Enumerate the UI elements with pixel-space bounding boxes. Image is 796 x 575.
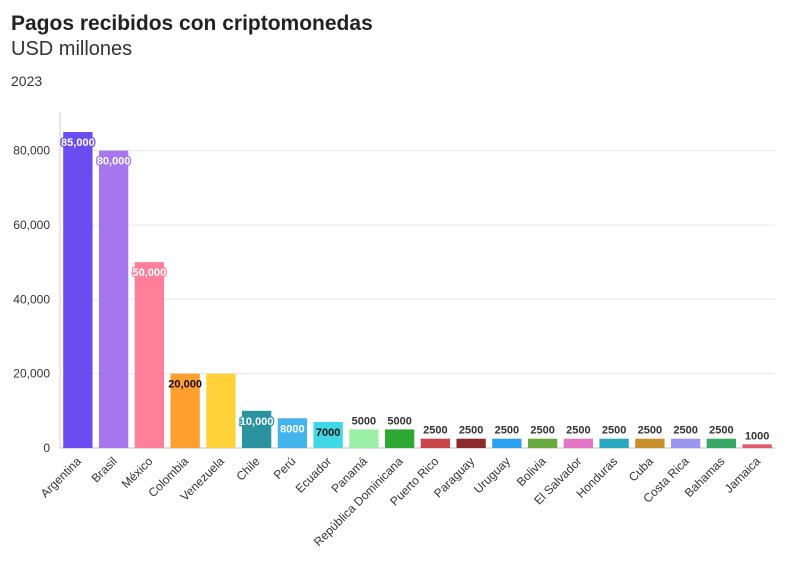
bar bbox=[492, 438, 522, 448]
data-label: 2500 bbox=[602, 425, 626, 437]
gridlines bbox=[59, 112, 775, 449]
bar bbox=[563, 438, 594, 448]
data-label: 8000 bbox=[280, 423, 304, 435]
chart-subtitle: USD millones bbox=[11, 38, 133, 60]
x-tick-label: Cuba bbox=[626, 454, 656, 484]
bar bbox=[206, 373, 236, 448]
bar bbox=[349, 429, 379, 448]
data-label: 50,000 bbox=[133, 267, 167, 279]
y-tick-label: 20,000 bbox=[13, 367, 50, 381]
bar bbox=[384, 429, 415, 448]
data-label: 7000 bbox=[316, 427, 340, 439]
bar bbox=[456, 438, 486, 448]
data-label: 2500 bbox=[673, 425, 697, 437]
bars bbox=[63, 132, 772, 448]
x-tick-label: Jamaica bbox=[722, 454, 764, 496]
chart-note: 2023 bbox=[11, 73, 43, 89]
bar bbox=[706, 438, 737, 448]
bar bbox=[170, 373, 200, 448]
bar bbox=[635, 438, 665, 448]
bar bbox=[599, 438, 629, 448]
data-label: 10,000 bbox=[240, 416, 274, 428]
data-label: 2500 bbox=[566, 425, 590, 437]
y-tick-label: 80,000 bbox=[13, 144, 50, 158]
x-tick-label: Brasil bbox=[89, 454, 120, 485]
data-label: 5000 bbox=[352, 415, 376, 427]
x-tick-label: Chile bbox=[234, 454, 263, 483]
data-label: 2500 bbox=[530, 425, 554, 437]
bar bbox=[277, 418, 308, 448]
data-label: 1000 bbox=[745, 430, 769, 442]
data-label: 2500 bbox=[638, 425, 662, 437]
x-tick-label: Argentina bbox=[38, 454, 84, 500]
x-tick-label: Perú bbox=[271, 454, 299, 482]
data-label: 5000 bbox=[387, 415, 411, 427]
bar bbox=[313, 421, 343, 448]
bar bbox=[63, 132, 93, 448]
data-label: 85,000 bbox=[61, 137, 95, 149]
x-tick-label: Ecuador bbox=[293, 454, 335, 496]
data-label: 2500 bbox=[423, 425, 447, 437]
data-label: 20,000 bbox=[168, 379, 202, 391]
y-axis: 0 20,000 40,000 60,000 80,000 bbox=[13, 144, 50, 455]
chart-title: Pagos recibidos con criptomonedas bbox=[11, 12, 373, 35]
bar bbox=[420, 438, 451, 448]
y-tick-label: 0 bbox=[43, 441, 50, 455]
data-label: 80,000 bbox=[97, 156, 131, 168]
bar bbox=[241, 410, 272, 448]
bar bbox=[98, 150, 129, 448]
x-tick-label: Uruguay bbox=[471, 454, 513, 496]
bar bbox=[742, 444, 772, 448]
data-label: 2500 bbox=[459, 425, 483, 437]
data-label: 2500 bbox=[709, 425, 733, 437]
y-tick-label: 40,000 bbox=[13, 292, 50, 306]
bar bbox=[527, 438, 558, 448]
y-tick-label: 60,000 bbox=[13, 218, 50, 232]
bar bbox=[670, 438, 701, 448]
data-label: 2500 bbox=[495, 425, 519, 437]
bar bbox=[134, 262, 165, 448]
